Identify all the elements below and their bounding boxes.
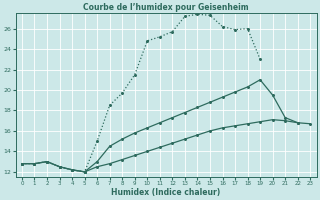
X-axis label: Humidex (Indice chaleur): Humidex (Indice chaleur)	[111, 188, 221, 197]
Title: Courbe de l’humidex pour Geisenheim: Courbe de l’humidex pour Geisenheim	[83, 3, 249, 12]
